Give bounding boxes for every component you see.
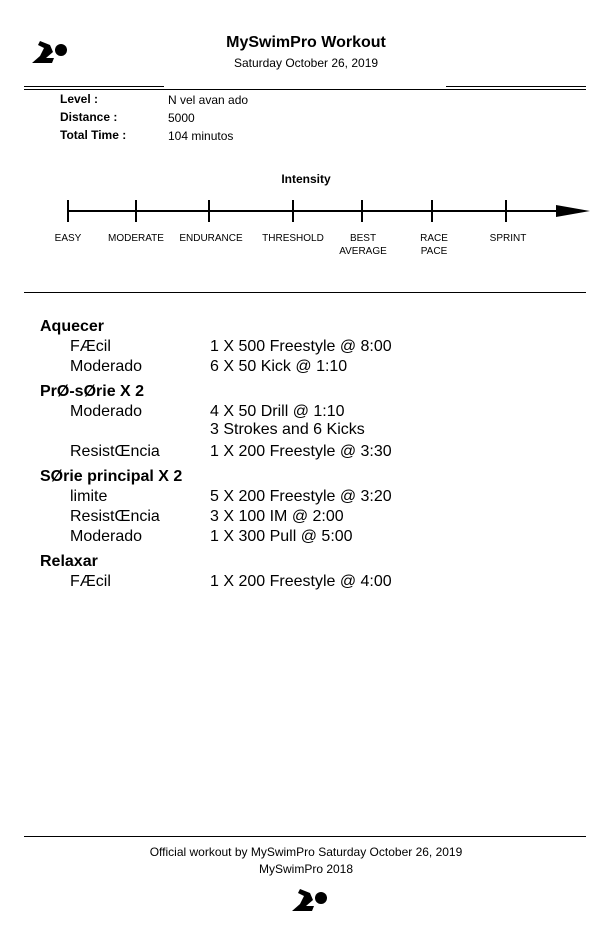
distance-value: 5000 — [168, 111, 195, 125]
divider — [446, 86, 586, 87]
workout-date: Saturday October 26, 2019 — [233, 56, 379, 70]
level-value: N vel avan ado — [168, 93, 249, 107]
section-title-main-set: SØrie principal X 2 — [40, 468, 183, 485]
set-description: 1 X 200 Freestyle @ 3:30 — [210, 443, 392, 460]
set-description: 5 X 200 Freestyle @ 3:20 — [210, 488, 392, 505]
set-level: Moderado — [70, 358, 143, 375]
set-level: Moderado — [70, 403, 143, 420]
divider — [24, 86, 164, 87]
swimmer-logo-icon — [292, 889, 327, 911]
set-description: 4 X 50 Drill @ 1:10 — [210, 403, 345, 420]
section-title-cooldown: Relaxar — [40, 553, 98, 570]
divider — [24, 89, 586, 90]
divider — [24, 836, 586, 837]
scale-label-best-average: BEST AVERAGE — [339, 233, 387, 257]
footer-credit: Official workout by MySwimPro Saturday O… — [149, 845, 463, 859]
total-time-value: 104 minutos — [168, 129, 234, 143]
level-label: Level : — [60, 92, 99, 106]
intensity-scale — [67, 200, 590, 222]
footer-copyright: MySwimPro 2018 — [258, 862, 354, 876]
scale-label-race-pace: RACE PACE — [420, 233, 448, 257]
intensity-title: Intensity — [281, 172, 331, 186]
set-level: FÆcil — [70, 573, 111, 590]
set-description: 1 X 200 Freestyle @ 4:00 — [210, 573, 392, 590]
set-description: 6 X 50 Kick @ 1:10 — [210, 358, 348, 375]
set-level: ResistŒncia — [70, 443, 160, 460]
set-description: 3 X 100 IM @ 2:00 — [210, 508, 344, 525]
page-title: MySwimPro Workout — [226, 34, 386, 51]
scale-label-endurance: ENDURANCE — [179, 233, 243, 244]
scale-label-threshold: THRESHOLD — [262, 233, 324, 244]
section-title-preset: PrØ-sØrie X 2 — [40, 383, 145, 400]
arrow-right-icon — [556, 205, 590, 217]
set-level: ResistŒncia — [70, 508, 160, 525]
set-level: limite — [70, 488, 108, 505]
total-time-label: Total Time : — [60, 128, 127, 142]
set-level: FÆcil — [70, 338, 111, 355]
scale-label-moderate: MODERATE — [108, 233, 164, 244]
section-title-warmup: Aquecer — [40, 318, 105, 335]
set-description: 1 X 500 Freestyle @ 8:00 — [210, 338, 392, 355]
set-level: Moderado — [70, 528, 143, 545]
set-description: 3 Strokes and 6 Kicks — [210, 421, 365, 438]
scale-label-easy: EASY — [54, 233, 82, 244]
set-description: 1 X 300 Pull @ 5:00 — [210, 528, 353, 545]
scale-label-sprint: SPRINT — [489, 233, 527, 244]
swimmer-logo-icon — [32, 41, 67, 63]
distance-label: Distance : — [60, 110, 118, 124]
divider — [24, 292, 586, 293]
